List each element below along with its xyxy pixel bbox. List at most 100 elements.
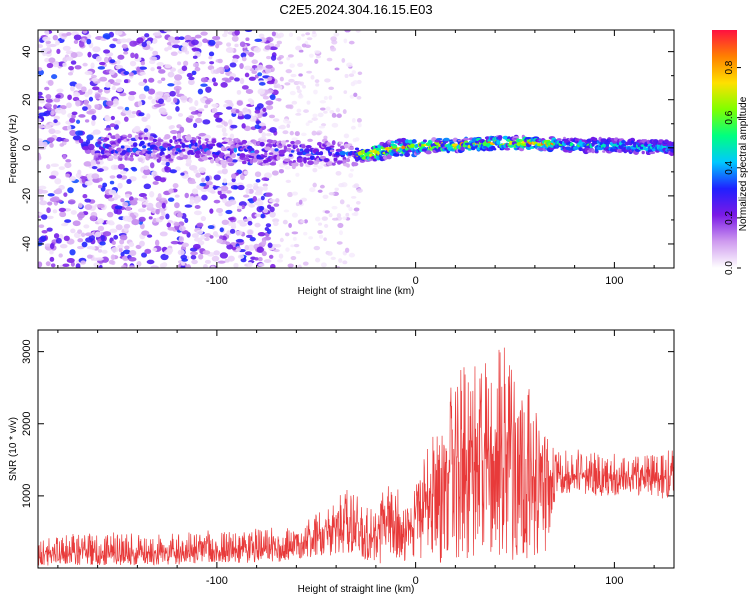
spectrogram-cell — [280, 140, 287, 145]
spectrogram-cell — [65, 173, 71, 178]
spectrogram-cell — [243, 218, 249, 222]
spectrogram-cell — [178, 225, 186, 232]
spectrogram-cell — [55, 40, 60, 46]
spectrogram-cell — [159, 215, 165, 220]
spectrogram-cell — [286, 123, 291, 129]
spectrogram-cell — [82, 30, 88, 34]
spectrogram-cell — [167, 83, 175, 87]
spectrogram-cell — [226, 244, 234, 250]
spectrogram-cell — [425, 150, 432, 155]
spectrogram-cell — [76, 119, 81, 124]
spectrogram-cell — [208, 55, 213, 60]
spectrogram-cell — [141, 230, 150, 236]
spectrogram-cell — [254, 149, 260, 154]
spectrogram-cell — [344, 30, 351, 33]
spectrogram-cell — [284, 232, 290, 237]
spectrogram-cell — [242, 107, 248, 114]
spectrogram-cell — [167, 71, 175, 78]
spectrogram-cell — [266, 105, 274, 110]
spectrogram-cell — [265, 223, 272, 228]
spectrogram-cell — [306, 70, 313, 74]
spectrogram-cell — [98, 96, 107, 101]
spectrogram-cell — [184, 192, 189, 199]
spectrogram-cell — [233, 185, 238, 190]
spectrogram-cell — [235, 109, 240, 114]
spectrogram-cell — [91, 119, 96, 127]
spectrogram-cell — [177, 249, 185, 256]
spectrogram-cell — [339, 199, 345, 205]
spectrogram-cell — [249, 159, 254, 165]
spectrogram-cell — [177, 61, 182, 66]
spectrogram-cell — [181, 65, 188, 72]
spectrogram-cell — [279, 76, 284, 82]
spectrogram-cell — [257, 88, 265, 95]
spectrogram-cell — [169, 90, 176, 97]
spectrogram-cell — [211, 103, 219, 108]
spectrogram-cell — [258, 122, 266, 127]
spectrogram-cell — [110, 247, 120, 253]
spectrogram-cell — [103, 49, 111, 54]
spectrogram-cell — [149, 56, 158, 61]
spectrogram-cell — [38, 124, 44, 129]
spectrogram-cell — [138, 112, 145, 117]
spectrogram-cell — [326, 57, 333, 62]
spectrogram-cell — [331, 140, 336, 146]
spectrogram-cell — [305, 144, 312, 149]
spectrogram-cell — [347, 143, 353, 147]
spectrogram-cell — [82, 146, 90, 151]
spectrogram-cell — [49, 243, 55, 250]
spectrogram-cell — [356, 95, 362, 100]
spectrogram-cell — [126, 138, 130, 142]
spectrogram-cell — [301, 33, 305, 37]
spectrogram-cell — [315, 55, 321, 59]
spectrogram-cell — [126, 151, 130, 156]
spectrogram-cell — [307, 138, 313, 143]
spectrogram-data-layer — [38, 30, 674, 268]
spectrogram-cell — [92, 46, 101, 53]
spectrogram-cell — [67, 125, 72, 131]
spectrogram-cell — [119, 239, 125, 245]
colorbar-ticks: 0.0 0.2 0.4 0.6 0.8 — [724, 60, 741, 275]
spectrogram-cell — [212, 231, 219, 237]
spectrogram-cell — [172, 39, 181, 44]
spectrogram-cell — [270, 55, 277, 61]
spectrogram-cell — [67, 187, 74, 194]
spectrogram-cell — [109, 180, 115, 185]
spectrogram-cell — [210, 265, 216, 268]
spectrogram-cell — [257, 156, 264, 160]
page-title: C2E5.2024.304.16.15.E03 — [279, 2, 432, 17]
spectrogram-cell — [70, 228, 76, 234]
spectrogram-cell — [131, 218, 140, 226]
spectrogram-cell — [51, 196, 60, 202]
spectrogram-cell — [237, 254, 245, 259]
spectrogram-cell — [195, 172, 201, 178]
spectrogram-cell — [45, 40, 52, 45]
spectrogram-cell — [248, 76, 256, 81]
spectrogram-cell — [55, 94, 61, 99]
spectrogram-cell — [293, 243, 300, 248]
spectrogram-cell — [254, 109, 261, 114]
spectrogram-cell — [227, 119, 233, 126]
spectrogram-cell — [113, 98, 119, 104]
spectrogram-cell — [320, 262, 327, 268]
spectrogram-cell — [213, 250, 220, 256]
spectrogram-cell — [72, 220, 81, 227]
spectrogram-cell — [158, 156, 162, 161]
spectrogram-cell — [173, 85, 182, 91]
spectrogram-cell — [303, 231, 308, 236]
spectrogram-cell — [180, 172, 185, 176]
spectrogram-cell — [54, 130, 61, 134]
spectrogram-cell — [248, 51, 255, 58]
spectrogram-cell — [174, 74, 183, 81]
spectrogram-cell — [163, 94, 168, 101]
spectrogram-cell — [152, 138, 158, 143]
spectrogram-cell — [219, 227, 224, 233]
spectrogram-cell — [244, 251, 253, 256]
spectrogram-cell — [276, 56, 282, 61]
spectrogram-cell — [172, 183, 179, 189]
spectrogram-cell — [121, 265, 127, 268]
spectrogram-cell — [178, 236, 185, 243]
spectrogram-cell — [58, 253, 63, 258]
spectrogram-cell — [121, 44, 128, 49]
spectrogram-cell — [289, 63, 295, 68]
